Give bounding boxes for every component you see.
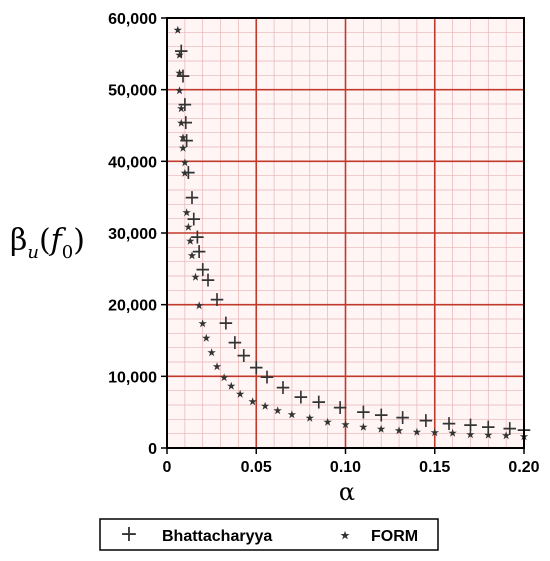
data-point-bhattacharyya: + — [209, 287, 226, 311]
data-point-bhattacharyya: + — [441, 411, 458, 435]
data-point-form: ⋆ — [178, 150, 192, 175]
data-point-form: ⋆ — [199, 326, 213, 351]
data-point-form: ⋆ — [173, 79, 187, 104]
data-point-form: ⋆ — [176, 136, 190, 161]
data-point-form: ⋆ — [285, 403, 299, 428]
data-point-form: ⋆ — [173, 61, 187, 86]
data-point-bhattacharyya: + — [226, 330, 243, 354]
data-point-form: ⋆ — [171, 18, 185, 43]
legend: + Bhattacharyya ⋆ FORM — [99, 518, 439, 551]
data-point-bhattacharyya: + — [218, 311, 235, 335]
data-point-form: ⋆ — [446, 421, 460, 446]
data-point-form: ⋆ — [210, 355, 224, 380]
y-tick-label: 20,000 — [108, 298, 157, 315]
data-point-form: ⋆ — [246, 390, 260, 415]
data-point-bhattacharyya: + — [292, 384, 309, 408]
data-point-form: ⋆ — [173, 43, 187, 68]
data-point-form: ⋆ — [356, 415, 370, 440]
data-point-form: ⋆ — [196, 312, 210, 337]
data-point-bhattacharyya: + — [178, 128, 195, 152]
y-axis-label: βu(f0) — [10, 223, 85, 263]
svg-text:βu(f0): βu(f0) — [10, 223, 85, 263]
y-tick-label: 10,000 — [108, 369, 157, 386]
y-tick-label: 30,000 — [108, 226, 157, 243]
x-tick-label: 0.05 — [241, 459, 272, 476]
legend-marker-bhattacharyya: + — [120, 522, 138, 547]
data-point-bhattacharyya: + — [184, 185, 201, 209]
data-point-bhattacharyya: + — [259, 364, 276, 388]
y-tick-label: 40,000 — [108, 154, 157, 171]
data-point-bhattacharyya: + — [189, 225, 206, 249]
y-label-sub: u — [27, 242, 39, 263]
data-point-form: ⋆ — [174, 111, 188, 136]
data-point-form: ⋆ — [189, 265, 203, 290]
data-point-bhattacharyya: + — [417, 408, 434, 432]
data-point-form: ⋆ — [183, 229, 197, 254]
data-point-form: ⋆ — [410, 420, 424, 445]
data-point-bhattacharyya: + — [185, 207, 202, 231]
data-point-form: ⋆ — [174, 97, 188, 122]
x-tick-label: 0 — [163, 459, 172, 476]
data-point-form: ⋆ — [374, 417, 388, 442]
data-point-form: ⋆ — [233, 382, 247, 407]
data-point-bhattacharyya: + — [394, 405, 411, 429]
data-point-form: ⋆ — [271, 398, 285, 423]
x-tick-label: 0.10 — [330, 459, 361, 476]
data-point-form: ⋆ — [205, 340, 219, 365]
data-point-bhattacharyya: + — [194, 257, 211, 281]
data-point-form: ⋆ — [178, 161, 192, 186]
data-point-form: ⋆ — [192, 294, 206, 319]
y-tick-label: 50,000 — [108, 83, 157, 100]
data-point-form: ⋆ — [303, 406, 317, 431]
data-point-bhattacharyya: + — [235, 343, 252, 367]
data-point-bhattacharyya: + — [173, 38, 190, 62]
data-point-bhattacharyya: + — [176, 92, 193, 116]
legend-label-bhattacharyya: Bhattacharyya — [162, 528, 272, 545]
y-label-func-sub: 0 — [62, 242, 73, 263]
data-point-bhattacharyya: + — [462, 412, 479, 436]
data-point-form: ⋆ — [392, 418, 406, 443]
data-point-bhattacharyya: + — [480, 415, 497, 439]
data-point-bhattacharyya: + — [191, 239, 208, 263]
data-point-form: ⋆ — [258, 394, 272, 419]
legend-marker-form: ⋆ — [337, 521, 352, 549]
data-point-bhattacharyya: + — [355, 399, 372, 423]
data-point-bhattacharyya: + — [200, 268, 217, 292]
data-point-form: ⋆ — [481, 423, 495, 448]
data-point-bhattacharyya: + — [275, 375, 292, 399]
data-points: ++++++++++++++++++ + + + + + + + + + + + ++⋆⋆⋆⋆⋆⋆⋆⋆⋆… — [171, 18, 533, 450]
data-point-form: ⋆ — [176, 125, 190, 150]
data-point-bhattacharyya: + — [177, 110, 194, 134]
plot-frame — [166, 17, 525, 449]
data-point-form: ⋆ — [499, 424, 513, 449]
x-tick-label: 0.15 — [419, 459, 450, 476]
legend-box — [99, 518, 439, 551]
data-point-bhattacharyya: + — [501, 416, 518, 440]
legend-label-form: FORM — [371, 528, 418, 545]
x-tick-label: 0.20 — [508, 459, 539, 476]
data-point-bhattacharyya: + — [310, 389, 327, 413]
data-point-form: ⋆ — [224, 374, 238, 399]
data-point-bhattacharyya: + — [180, 160, 197, 184]
data-point-form: ⋆ — [217, 365, 231, 390]
data-point-bhattacharyya: + — [248, 355, 265, 379]
data-point-form: ⋆ — [321, 410, 335, 435]
data-point-form: ⋆ — [180, 201, 194, 226]
data-point-bhattacharyya: + — [175, 63, 192, 87]
data-point-bhattacharyya: + — [373, 402, 390, 426]
series-bhattacharyya: ++++++++++++++++++ + + + + + + + + + + + ++ — [173, 38, 532, 441]
y-label-main: β — [10, 223, 27, 258]
data-point-bhattacharyya: + — [332, 395, 349, 419]
x-axis-label: α — [339, 478, 355, 506]
data-point-form: ⋆ — [182, 215, 196, 240]
data-point-form: ⋆ — [185, 244, 199, 269]
data-point-form: ⋆ — [339, 413, 353, 438]
data-point-form: ⋆ — [428, 421, 442, 446]
data-point-form: ⋆ — [464, 422, 478, 447]
y-tick-label: 60,000 — [108, 11, 157, 28]
y-tick-label: 0 — [148, 441, 157, 458]
tick-labels: 0 0.05 0.10 0.15 0.20 0 10,000 20,000 30,000 40,0… — [108, 11, 540, 476]
